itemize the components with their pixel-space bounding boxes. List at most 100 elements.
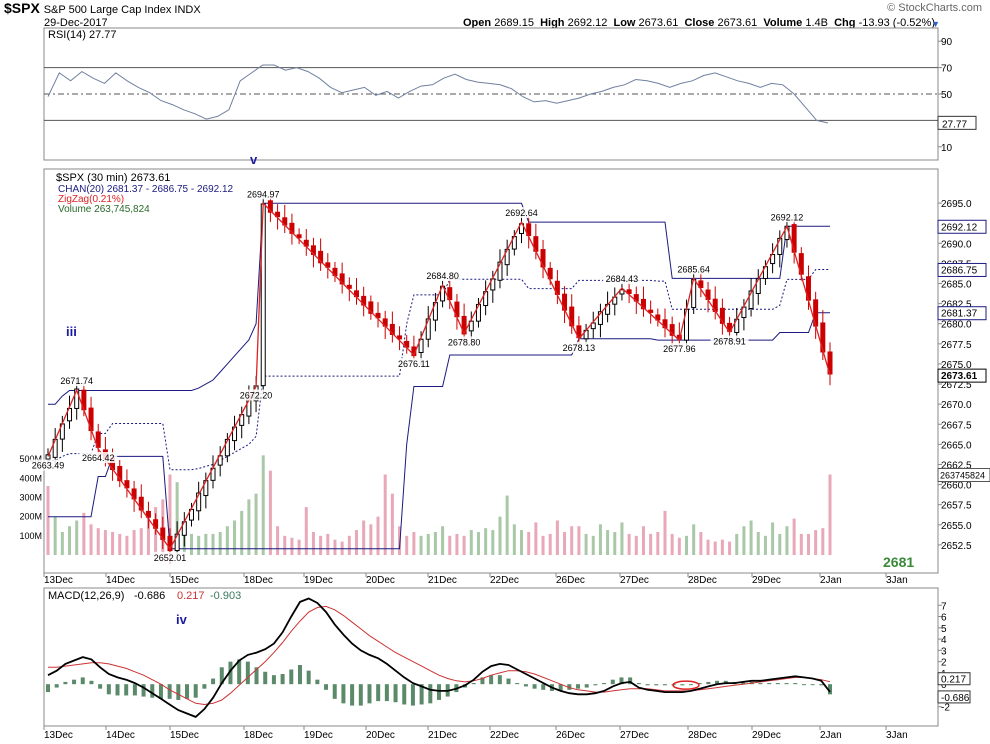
macd-histogram-bar — [306, 670, 311, 685]
candle-body — [167, 535, 173, 552]
volume-bar — [197, 535, 201, 555]
volume-bar — [433, 532, 437, 555]
macd-x-axis-label: 19Dec — [304, 730, 333, 741]
macd-tick-label: 2 — [941, 658, 947, 669]
macd-histogram-bar — [480, 677, 485, 685]
brand-watermark: © StockCharts.com — [887, 2, 982, 14]
macd-histogram-bar — [793, 683, 798, 685]
candle-body — [145, 510, 151, 518]
macd-histogram-bar — [784, 683, 789, 685]
volume-bar — [656, 532, 660, 555]
macd-x-axis-label: 15Dec — [170, 730, 199, 741]
candle-body — [626, 289, 632, 294]
candle-body — [497, 261, 503, 281]
volume-bar — [728, 541, 732, 555]
zigzag-label-bg — [445, 336, 484, 348]
macd-tick-label: 4 — [941, 635, 947, 646]
volume-bar — [462, 535, 466, 555]
price-tick-label: 2652.5 — [941, 541, 972, 552]
price-tick-label: 2667.5 — [941, 420, 972, 431]
zigzag-label: 2677.96 — [663, 344, 696, 354]
macd-tick-label: 7 — [941, 601, 947, 612]
zigzag-label-bg — [244, 188, 283, 200]
volume-bar — [53, 516, 57, 555]
zigzag-label: 2678.13 — [563, 343, 596, 353]
macd-panel-frame — [43, 587, 939, 727]
macd-histogram-bar — [636, 683, 641, 685]
price-tick-label: 2690.0 — [941, 239, 972, 250]
macd-histogram-bar — [297, 665, 302, 685]
price-tick-label: 2677.5 — [941, 340, 972, 351]
macd-histogram-bar — [211, 678, 216, 685]
collapse-arrow-icon[interactable]: ▼ — [931, 19, 940, 29]
volume-value: 1.4B — [805, 17, 828, 29]
macd-histogram-bar — [89, 680, 94, 685]
channel-mid-line — [48, 269, 830, 471]
price-legend-volume: Volume 263,745,824 — [58, 204, 150, 215]
rsi-tick-label: 70 — [941, 64, 953, 75]
macd-tick-label: 5 — [941, 624, 947, 635]
volume-bar — [613, 532, 617, 555]
macd-histogram-bar — [662, 684, 667, 686]
zigzag-label: 2694.97 — [247, 189, 280, 199]
macd-histogram-bar — [628, 677, 633, 685]
price-tick-label: 2657.5 — [941, 501, 972, 512]
zigzag-label-bg — [674, 263, 713, 275]
price-right-label: 2681.37 — [941, 309, 978, 320]
macd-histogram-bar — [567, 684, 572, 690]
macd-histogram-bar — [176, 684, 181, 700]
volume-bar — [735, 533, 739, 555]
volume-bar — [426, 533, 430, 555]
rsi-line — [47, 64, 829, 124]
wave-label-iii: iii — [66, 324, 77, 339]
macd-right-label: -0.686 — [941, 693, 970, 704]
volume-bar — [96, 528, 100, 555]
macd-histogram-bar — [419, 684, 424, 705]
rsi-last-box — [937, 115, 977, 130]
zigzag-label: 2692.64 — [505, 208, 538, 218]
candle-body — [447, 287, 453, 301]
volume-bar — [362, 520, 366, 555]
high-value: 2692.12 — [567, 17, 608, 29]
macd-x-axis-label: 28Dec — [688, 730, 717, 741]
volume-bar — [276, 526, 280, 555]
volume-bar — [620, 522, 624, 555]
zigzag-label-bg — [559, 341, 598, 353]
chart-date: 29-Dec-2017 — [44, 17, 108, 29]
macd-histogram-bar — [80, 677, 85, 685]
volume-bar — [570, 526, 574, 555]
macd-histogram-bar — [532, 684, 537, 689]
candle-body — [296, 234, 302, 239]
macd-histogram-bar — [358, 684, 363, 706]
volume-bar — [649, 533, 653, 555]
macd-histogram-bar — [680, 684, 685, 686]
price-right-box — [937, 262, 987, 277]
volume-bar — [398, 526, 402, 555]
zigzag-label-bg — [602, 273, 641, 285]
volume-bar — [469, 530, 473, 555]
volume-bar — [555, 520, 559, 555]
price-tick-label: 2662.5 — [941, 460, 972, 471]
volume-bar — [89, 524, 93, 555]
macd-histogram-bar — [697, 683, 702, 685]
price-tick-label: 2685.0 — [941, 280, 972, 291]
zigzag-label: 2672.20 — [240, 390, 273, 400]
volume-tick-label: 100M — [19, 531, 42, 541]
volume-bar — [441, 526, 445, 555]
rsi-tick-label: 10 — [941, 143, 953, 154]
macd-histogram-bar — [245, 661, 250, 685]
candle-body — [375, 312, 381, 319]
volume-bar — [340, 541, 344, 555]
candle-body — [368, 301, 374, 314]
x-axis-label: 15Dec — [170, 575, 199, 586]
volume-bar — [778, 533, 782, 555]
volume-right-box — [937, 468, 990, 482]
zigzag-label: 2692.12 — [771, 212, 804, 222]
exchange: INDX — [174, 4, 201, 16]
macd-legend-value: -0.686 — [134, 590, 165, 602]
volume-bar — [247, 499, 251, 555]
channel-upper-line — [48, 202, 830, 405]
macd-right-box — [937, 672, 971, 686]
macd-histogram-bar — [576, 684, 581, 689]
volume-bar — [577, 526, 581, 555]
